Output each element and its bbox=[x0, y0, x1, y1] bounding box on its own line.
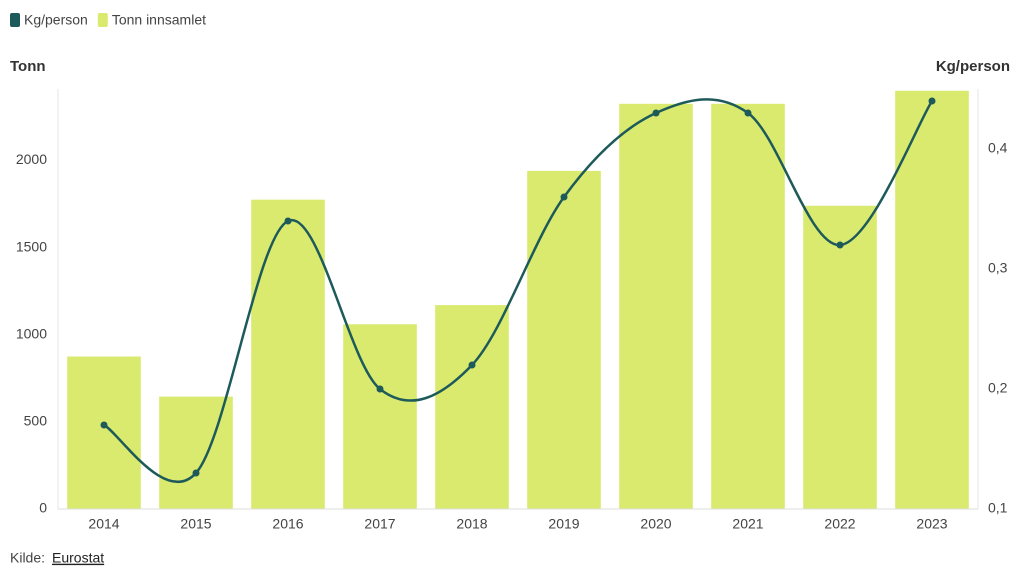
legend-swatch bbox=[10, 13, 20, 27]
x-tick-label: 2023 bbox=[916, 516, 947, 532]
bar bbox=[251, 199, 325, 510]
y2-tick-label: 0,4 bbox=[988, 140, 1008, 156]
source-label: Kilde: bbox=[10, 550, 45, 566]
line-point bbox=[836, 241, 844, 249]
legend-label: Kg/person bbox=[24, 12, 88, 28]
y-tick-label: 2000 bbox=[16, 151, 47, 167]
bar bbox=[527, 170, 601, 510]
line-point bbox=[468, 361, 476, 369]
x-tick-label: 2015 bbox=[180, 516, 211, 532]
legend-swatch bbox=[97, 13, 108, 27]
x-tick-label: 2020 bbox=[640, 516, 671, 532]
line bbox=[103, 98, 934, 483]
source-link[interactable]: Eurostat bbox=[52, 550, 104, 566]
x-tick-label: 2019 bbox=[548, 516, 579, 532]
legend-label: Tonn innsamlet bbox=[112, 12, 206, 28]
bar bbox=[343, 324, 417, 509]
line-point bbox=[192, 469, 200, 477]
line-point bbox=[744, 109, 752, 117]
y2-axis-title: Kg/person bbox=[936, 58, 1010, 75]
line-point bbox=[284, 217, 292, 225]
x-tick-label: 2022 bbox=[824, 516, 855, 532]
x-tick-label: 2021 bbox=[732, 516, 763, 532]
y-tick-label: 500 bbox=[24, 413, 48, 429]
line-point bbox=[652, 109, 660, 117]
y-tick-label: 0 bbox=[39, 500, 47, 516]
y2-tick-label: 0,3 bbox=[988, 260, 1008, 276]
x-tick-label: 2017 bbox=[364, 516, 395, 532]
bar bbox=[619, 103, 693, 509]
bar bbox=[67, 356, 141, 509]
line-point bbox=[560, 193, 568, 201]
bar bbox=[435, 305, 509, 509]
bar bbox=[711, 103, 785, 509]
line-point bbox=[928, 97, 936, 105]
y2-tick-label: 0,1 bbox=[988, 500, 1008, 516]
y-tick-label: 1500 bbox=[16, 238, 47, 254]
line-point bbox=[100, 421, 108, 429]
x-tick-label: 2018 bbox=[456, 516, 487, 532]
line-point bbox=[376, 385, 384, 393]
y-tick-label: 1000 bbox=[16, 325, 47, 341]
bar bbox=[895, 90, 969, 509]
bar bbox=[803, 205, 877, 509]
x-tick-label: 2016 bbox=[272, 516, 303, 532]
y2-tick-label: 0,2 bbox=[988, 380, 1008, 396]
x-tick-label: 2014 bbox=[88, 516, 119, 532]
y-axis-title: Tonn bbox=[10, 58, 46, 75]
